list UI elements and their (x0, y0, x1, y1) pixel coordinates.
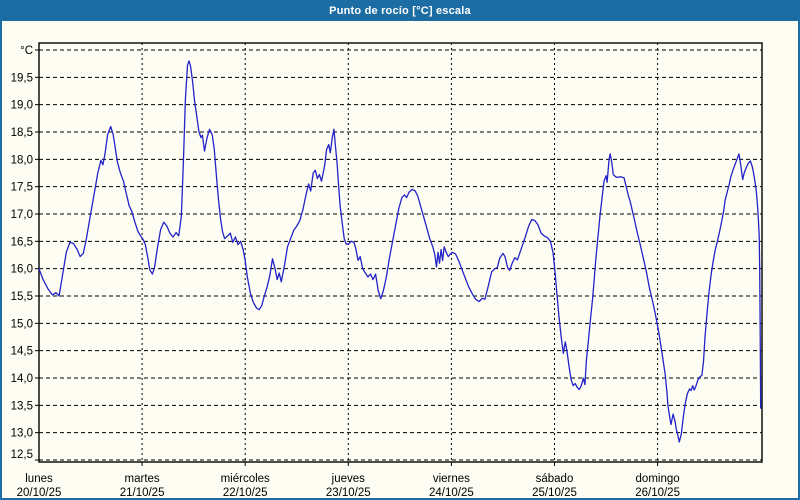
y-tick-label: 12,5 (11, 449, 33, 461)
y-tick-label: 18,0 (11, 154, 33, 166)
x-day-label: domingo (636, 473, 680, 485)
y-tick-label: 13,0 (11, 428, 33, 440)
y-tick-label: °C (20, 45, 33, 57)
y-tick-label: 17,5 (11, 182, 33, 194)
chart-title: Punto de rocío [°C] escala (329, 5, 471, 17)
x-day-label: jueves (331, 473, 365, 485)
y-tick-label: 14,0 (11, 373, 33, 385)
y-tick-label: 19,5 (11, 72, 33, 84)
x-day-label: miércoles (221, 473, 270, 485)
x-date-label: 20/10/25 (17, 487, 62, 498)
x-day-label: lunes (25, 473, 53, 485)
x-date-label: 26/10/25 (635, 487, 680, 498)
x-date-label: 24/10/25 (429, 487, 474, 498)
y-tick-label: 13,5 (11, 400, 33, 412)
title-bar: Punto de rocío [°C] escala (2, 2, 798, 21)
x-date-label: 23/10/25 (326, 487, 371, 498)
y-tick-label: 14,5 (11, 346, 33, 358)
y-tick-label: 17,0 (11, 209, 33, 221)
y-tick-label: 18,5 (11, 127, 33, 139)
y-tick-label: 19,0 (11, 100, 33, 112)
plot-frame (38, 42, 763, 463)
x-date-label: 21/10/25 (120, 487, 165, 498)
x-day-label: sábado (536, 473, 574, 485)
x-day-label: martes (125, 473, 160, 485)
y-tick-label: 15,5 (11, 291, 33, 303)
y-tick-label: 16,0 (11, 264, 33, 276)
y-tick-label: 15,0 (11, 318, 33, 330)
dewpoint-line (38, 60, 762, 443)
y-tick-label: 16,5 (11, 236, 33, 248)
x-date-label: 22/10/25 (223, 487, 268, 498)
x-day-label: viernes (433, 473, 470, 485)
dewpoint-chart: °C 19,5 19,0 18,5 18,0 17,5 17,0 16,5 16,0 15,5 15… (11, 42, 763, 498)
x-date-label: 25/10/25 (532, 487, 577, 498)
